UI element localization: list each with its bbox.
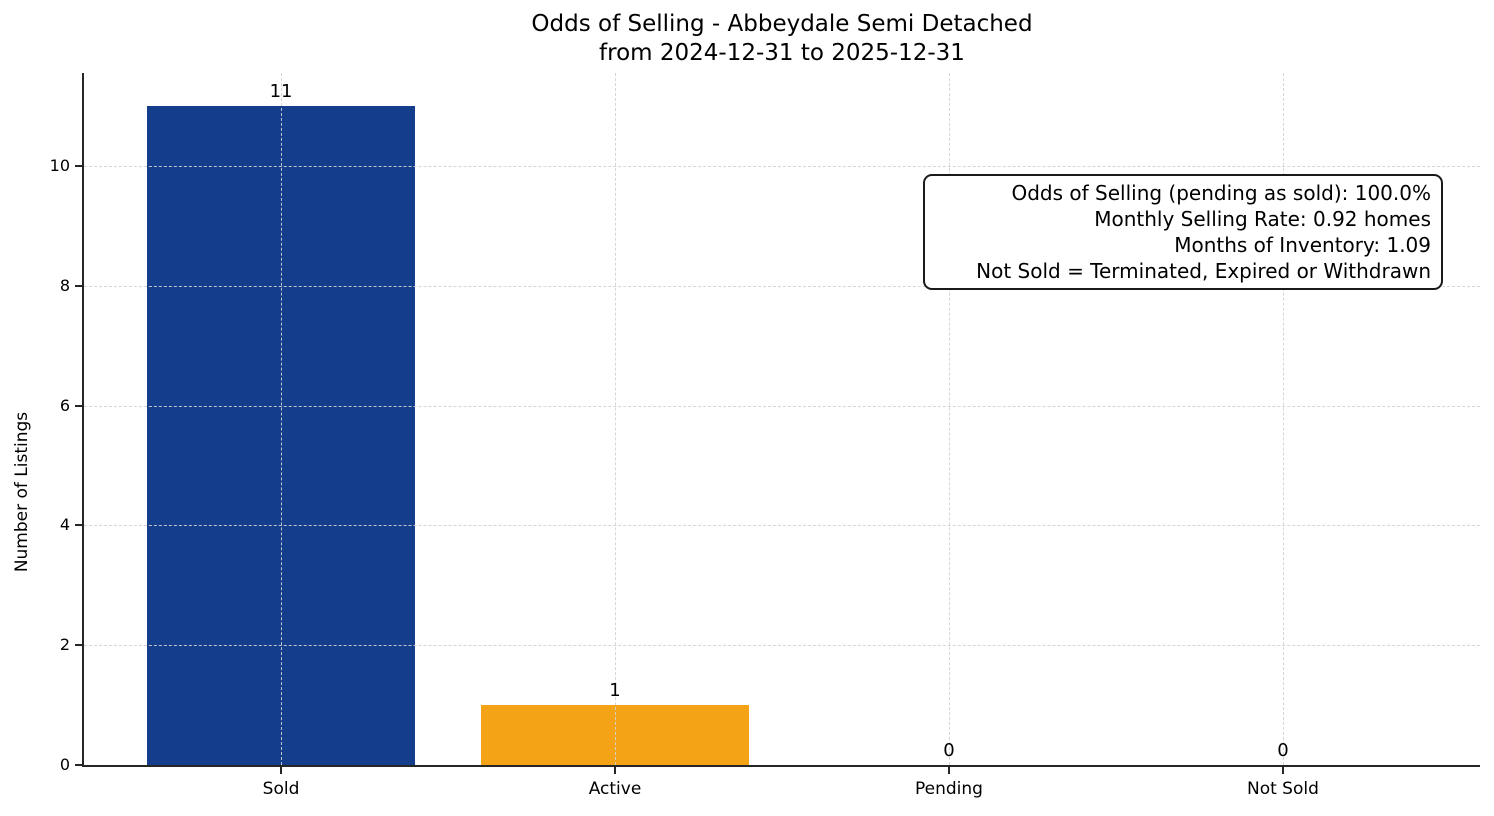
y-axis-spine: [82, 73, 84, 767]
chart-title: Odds of Selling - Abbeydale Semi Detache…: [84, 10, 1480, 68]
bar-active: [481, 705, 749, 765]
y-tick-label-0: 0: [59, 755, 70, 774]
bar-value-label-sold: 11: [269, 80, 293, 102]
bar-value-label-active: 1: [609, 680, 621, 702]
gridline-v-active: [615, 73, 616, 765]
bar-value-label-pending: 0: [943, 740, 955, 761]
y-tick-mark-4: [75, 524, 82, 527]
annotation-not-sold-definition: Not Sold = Terminated, Expired or Withdr…: [976, 259, 1431, 283]
chart-title-line2: from 2024-12-31 to 2025-12-31: [599, 40, 965, 66]
y-tick-label-8: 8: [59, 275, 70, 295]
x-tick-mark-active: [614, 767, 616, 774]
y-tick-mark-0: [75, 764, 82, 766]
y-tick-label-6: 6: [59, 395, 70, 415]
annotation-odds-of-selling: Odds of Selling (pending as sold): 100.0…: [1011, 181, 1431, 205]
annotation-monthly-selling-rate: Monthly Selling Rate: 0.92 homes: [1094, 207, 1431, 231]
stats-annotation-box: Odds of Selling (pending as sold): 100.0…: [923, 174, 1443, 290]
x-tick-label-not-sold: Not Sold: [1247, 779, 1319, 799]
y-tick-mark-2: [75, 644, 82, 647]
annotation-months-of-inventory: Months of Inventory: 1.09: [1174, 233, 1431, 257]
bar-value-label-not-sold: 0: [1277, 740, 1289, 761]
bar-sold: [147, 105, 415, 765]
x-tick-label-sold: Sold: [262, 779, 300, 799]
y-tick-label-10: 10: [49, 155, 70, 175]
y-tick-label-4: 4: [59, 515, 70, 535]
x-tick-label-pending: Pending: [915, 779, 983, 799]
y-tick-label-2: 2: [59, 635, 70, 655]
x-tick-mark-sold: [280, 767, 283, 774]
plot-area: 11 1 0 0 0 2 4 6 8 10 Sold Active Pending Not Sold N…: [12, 73, 1480, 799]
y-tick-mark-8: [75, 284, 82, 287]
x-tick-mark-not-sold: [1281, 767, 1284, 774]
y-tick-mark-6: [75, 404, 82, 407]
x-axis-spine: [82, 765, 1480, 767]
y-tick-mark-10: [75, 164, 82, 167]
x-tick-mark-pending: [947, 767, 950, 774]
chart-title-line1: Odds of Selling - Abbeydale Semi Detache…: [531, 11, 1033, 37]
x-tick-label-active: Active: [588, 779, 642, 799]
